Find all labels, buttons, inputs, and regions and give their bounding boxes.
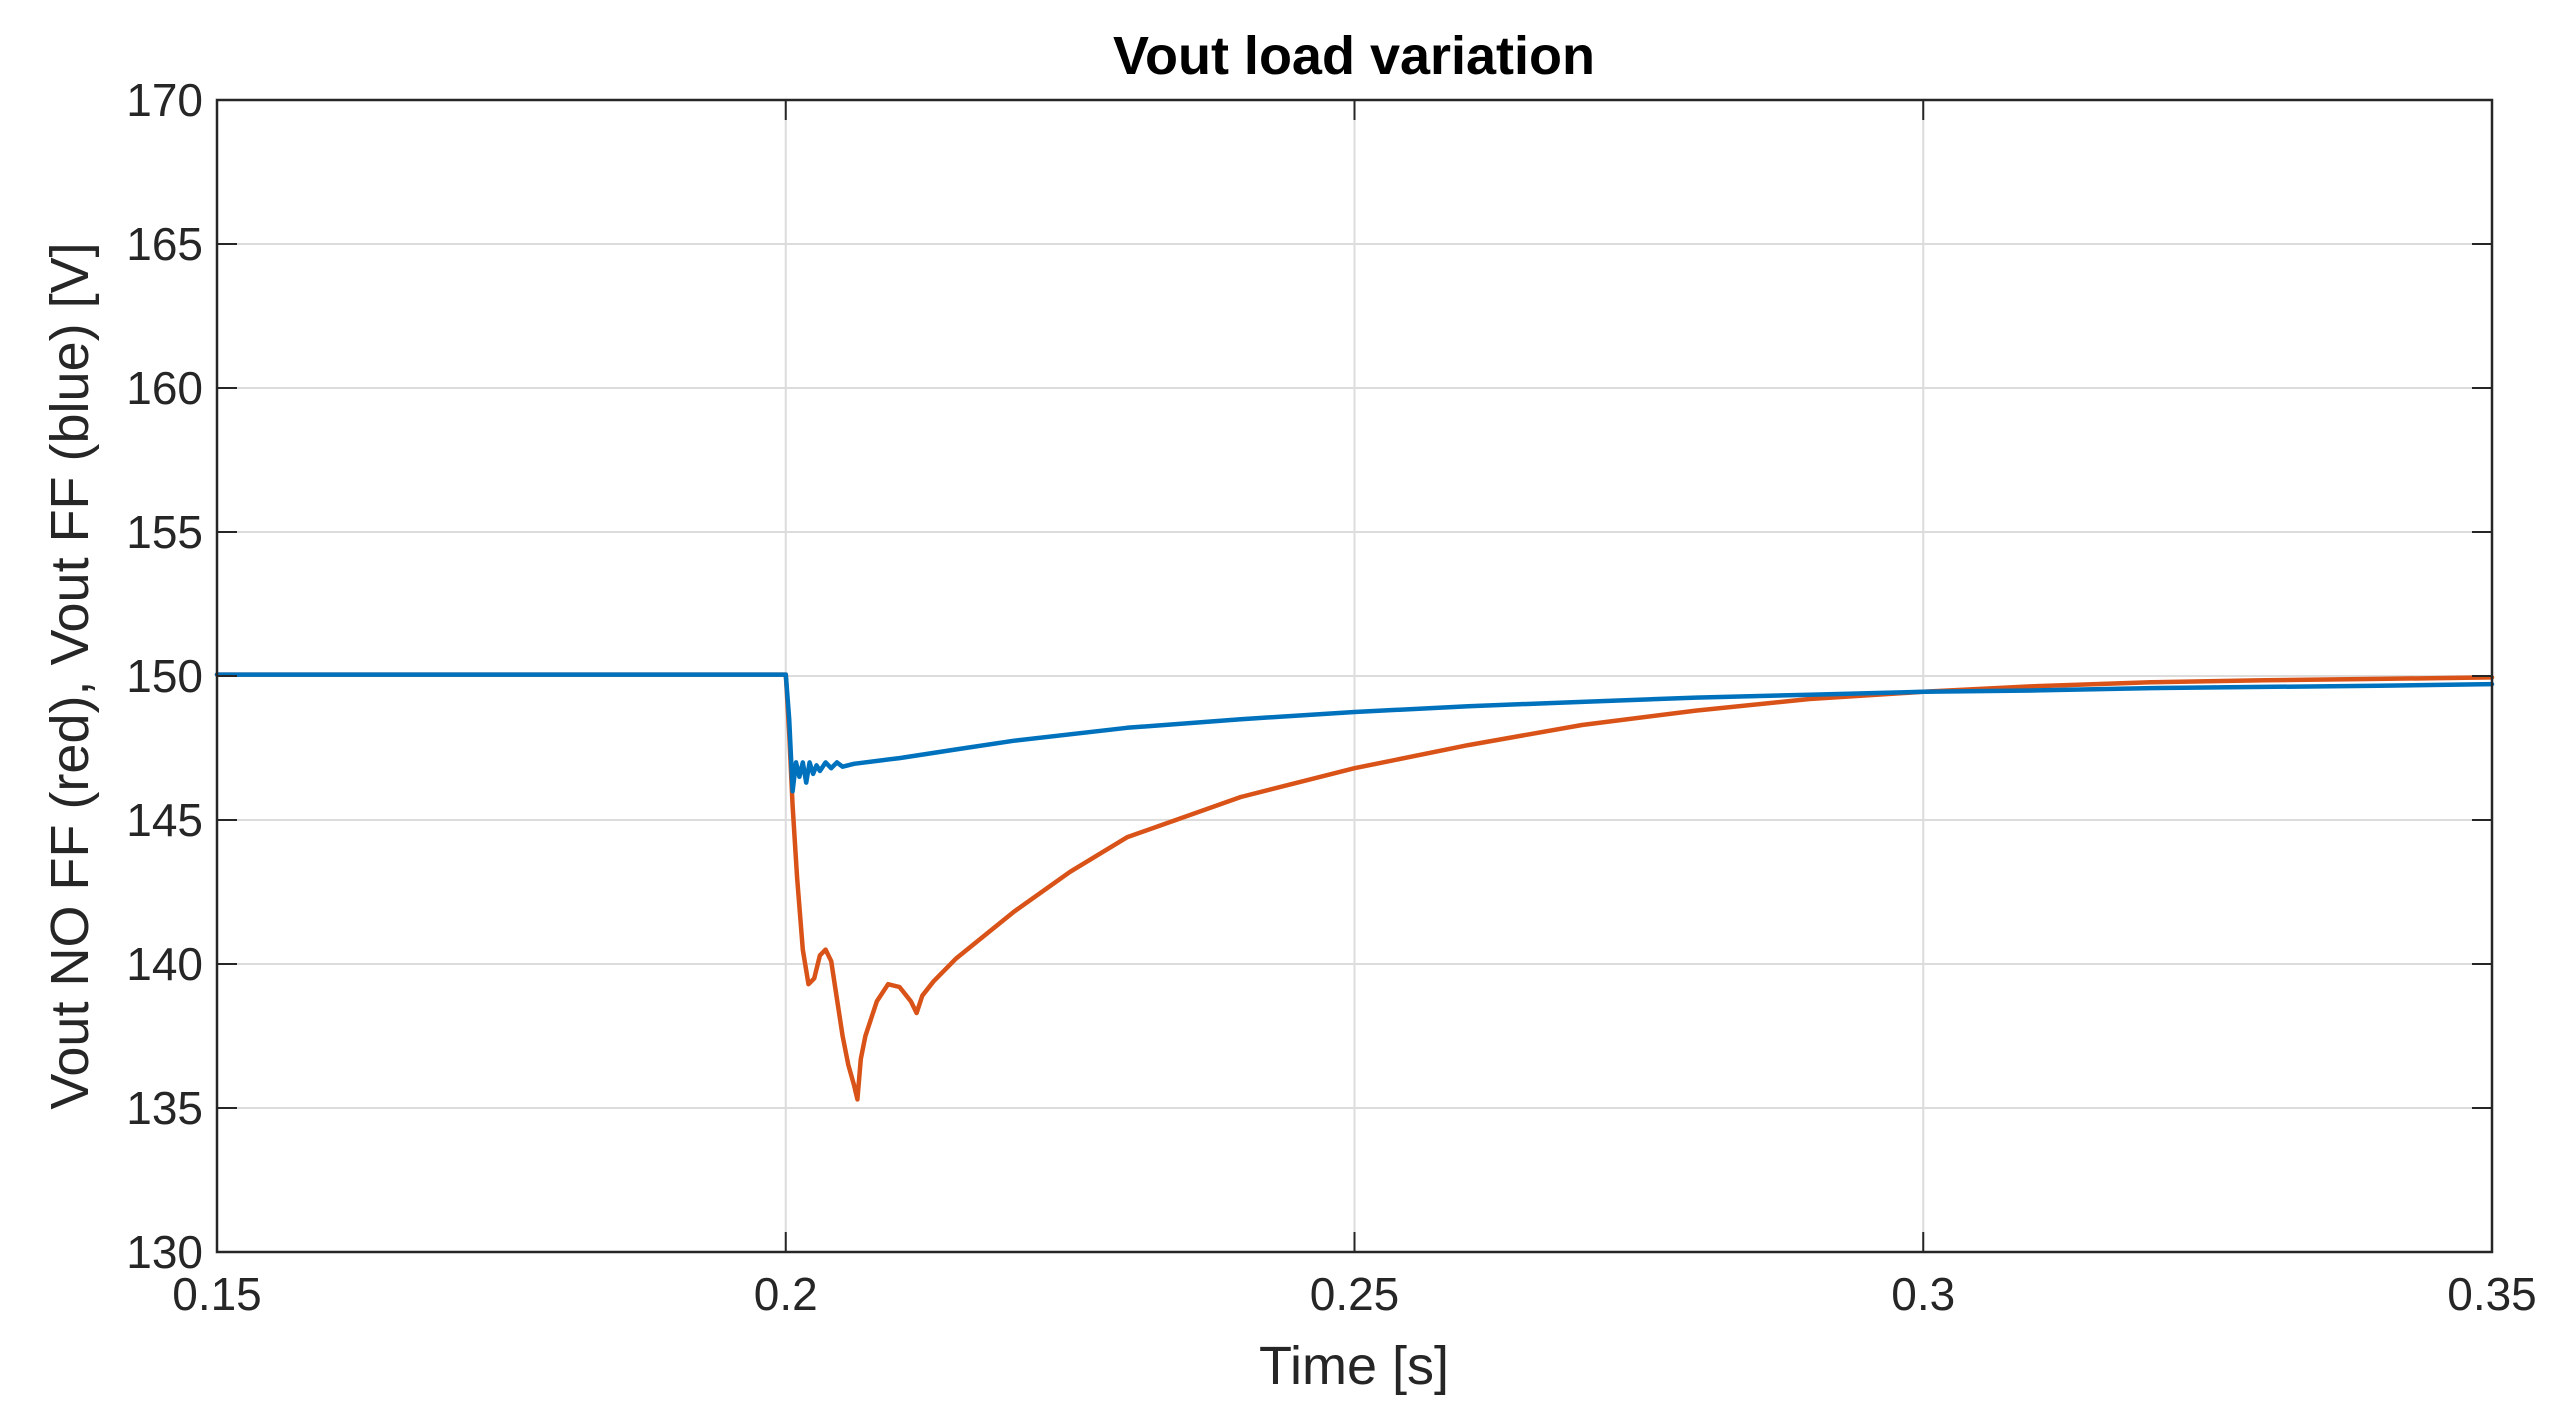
x-tick-label: 0.15 <box>172 1268 262 1320</box>
x-tick-label: 0.2 <box>754 1268 818 1320</box>
x-tick-label: 0.3 <box>1891 1268 1955 1320</box>
y-tick-label: 150 <box>126 650 203 702</box>
x-tick-label: 0.25 <box>1310 1268 1400 1320</box>
y-axis-label: Vout NO FF (red), Vout FF (blue) [V] <box>40 242 100 1109</box>
y-tick-label: 165 <box>126 218 203 270</box>
y-tick-label: 140 <box>126 938 203 990</box>
series-line-vout-ff <box>214 672 2495 794</box>
y-tick-label: 170 <box>126 74 203 126</box>
x-tick-labels: 0.15 0.2 0.25 0.3 0.35 <box>172 1268 2537 1320</box>
grid <box>217 100 2492 1252</box>
series-lines <box>214 672 2495 1102</box>
y-tick-label: 130 <box>126 1226 203 1278</box>
y-tick-label: 155 <box>126 506 203 558</box>
y-tick-label: 160 <box>126 362 203 414</box>
tick-marks <box>216 99 2493 1253</box>
series-line-vout-no-ff <box>214 672 2495 1102</box>
chart-title: Vout load variation <box>1113 26 1595 86</box>
y-tick-label: 135 <box>126 1082 203 1134</box>
y-tick-label: 145 <box>126 794 203 846</box>
y-tick-labels: 130 135 140 145 150 155 160 165 170 <box>126 74 203 1278</box>
x-tick-label: 0.35 <box>2447 1268 2537 1320</box>
x-axis-label: Time [s] <box>1259 1336 1449 1396</box>
